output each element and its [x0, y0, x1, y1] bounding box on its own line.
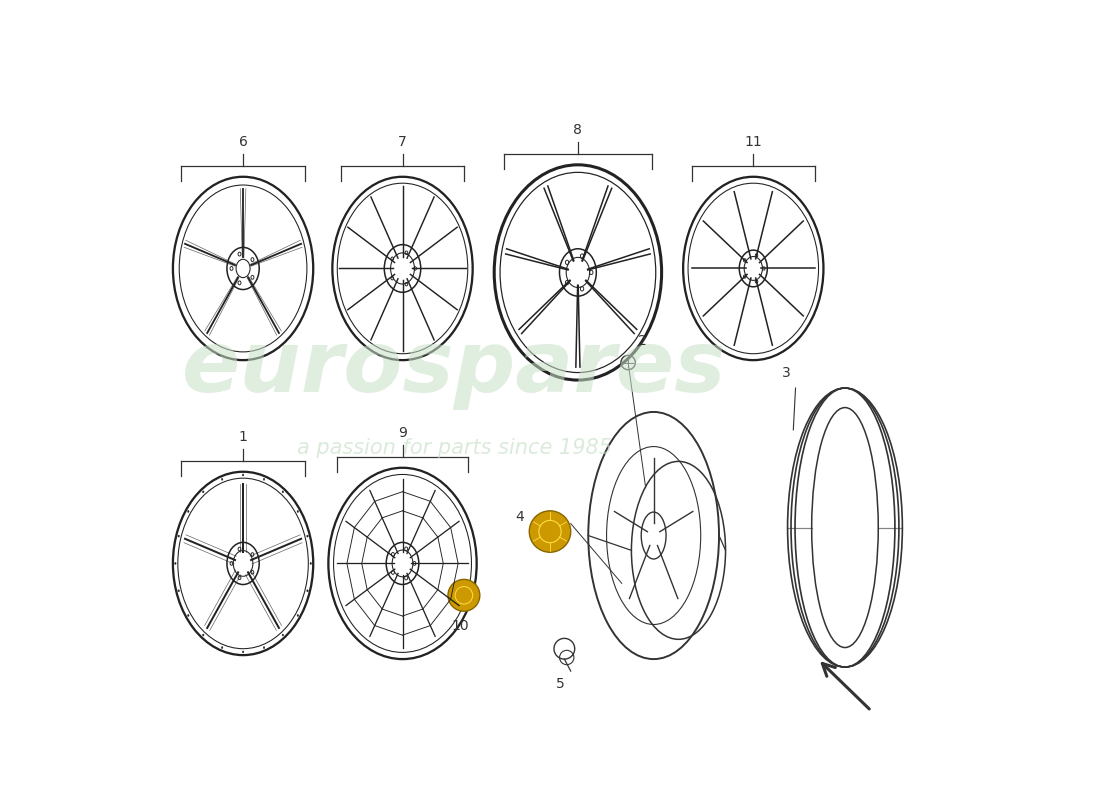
Ellipse shape	[175, 562, 176, 565]
Ellipse shape	[307, 590, 308, 592]
Text: 9: 9	[398, 426, 407, 440]
Ellipse shape	[242, 474, 244, 476]
Ellipse shape	[221, 646, 223, 649]
Text: 11: 11	[745, 135, 762, 149]
Text: 6: 6	[239, 135, 248, 149]
Ellipse shape	[310, 562, 311, 565]
Circle shape	[448, 579, 480, 611]
Ellipse shape	[307, 535, 308, 537]
Ellipse shape	[221, 478, 223, 480]
Ellipse shape	[263, 478, 265, 480]
Ellipse shape	[263, 646, 265, 649]
Text: 7: 7	[398, 135, 407, 149]
Circle shape	[529, 511, 571, 552]
Text: eurospares: eurospares	[183, 326, 727, 410]
Text: 3: 3	[782, 366, 791, 380]
Ellipse shape	[242, 651, 244, 653]
Text: 2: 2	[638, 334, 647, 348]
Ellipse shape	[297, 510, 298, 513]
Text: a passion for parts since 1985: a passion for parts since 1985	[297, 438, 612, 458]
Text: 5: 5	[556, 677, 564, 690]
Text: 10: 10	[451, 619, 469, 634]
Ellipse shape	[202, 634, 204, 636]
Ellipse shape	[282, 491, 284, 493]
Ellipse shape	[202, 491, 204, 493]
Ellipse shape	[187, 510, 189, 513]
Ellipse shape	[178, 590, 179, 592]
Ellipse shape	[187, 614, 189, 617]
Text: 4: 4	[515, 510, 524, 523]
Ellipse shape	[297, 614, 298, 617]
Text: 8: 8	[573, 123, 582, 137]
Ellipse shape	[282, 634, 284, 636]
Text: 1: 1	[239, 430, 248, 444]
Ellipse shape	[178, 535, 179, 537]
